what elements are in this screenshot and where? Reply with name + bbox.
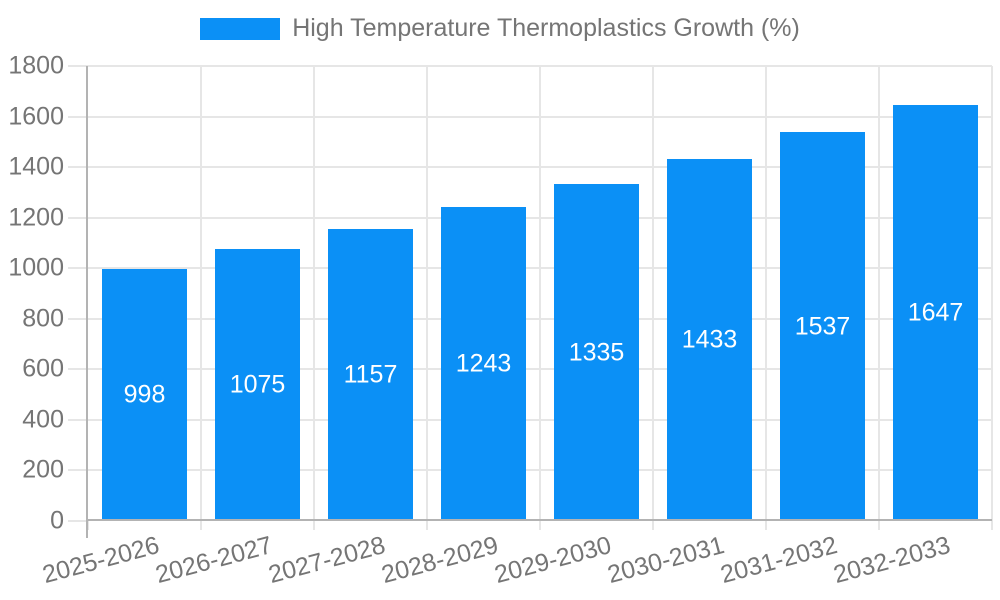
legend: High Temperature Thermoplastics Growth (…	[0, 16, 1000, 41]
bar[interactable]: 1433	[667, 159, 752, 521]
x-axis-label: 2029-2030	[491, 531, 615, 590]
bar[interactable]: 1537	[780, 132, 865, 521]
x-tick-mark	[652, 521, 654, 530]
x-axis-label: 2028-2029	[378, 531, 502, 590]
vertical-gridline	[991, 66, 993, 521]
y-axis-line	[86, 66, 88, 538]
y-tick-mark	[68, 166, 88, 168]
y-tick-mark	[68, 520, 88, 522]
y-tick-label: 1400	[8, 152, 64, 181]
y-tick-label: 1000	[8, 253, 64, 282]
x-axis-label: 2027-2028	[265, 531, 389, 590]
vertical-gridline	[878, 66, 880, 521]
legend-swatch-icon	[200, 17, 281, 40]
y-tick-label: 1600	[8, 102, 64, 131]
y-tick-label: 1800	[8, 51, 64, 80]
bar[interactable]: 1647	[893, 105, 978, 521]
x-axis-label: 2030-2031	[604, 531, 728, 590]
bar[interactable]: 998	[102, 269, 187, 521]
x-tick-mark	[313, 521, 315, 530]
x-tick-mark	[426, 521, 428, 530]
x-axis-label: 2025-2026	[39, 531, 163, 590]
legend-item[interactable]: High Temperature Thermoplastics Growth (…	[200, 16, 800, 41]
y-tick-mark	[68, 469, 88, 471]
y-tick-label: 800	[22, 304, 64, 333]
bar-value-label: 1157	[343, 360, 398, 389]
y-tick-mark	[68, 217, 88, 219]
x-tick-mark	[991, 521, 993, 530]
x-axis-labels: 2025-2026 2026-2027 2027-2028 2028-2029 2029…	[40, 521, 992, 600]
vertical-gridline	[539, 66, 541, 521]
x-axis-label: 2031-2032	[717, 531, 841, 590]
y-tick-label: 600	[22, 354, 64, 383]
bar-value-label: 1243	[455, 349, 512, 378]
y-tick-mark	[68, 368, 88, 370]
bar[interactable]: 1243	[441, 207, 526, 521]
x-axis-label: 2026-2027	[152, 531, 276, 590]
y-tick-mark	[68, 116, 88, 118]
vertical-gridline	[652, 66, 654, 521]
vertical-gridline	[765, 66, 767, 521]
bar-value-label: 998	[123, 380, 166, 409]
x-tick-mark	[765, 521, 767, 530]
bar[interactable]: 1335	[554, 184, 639, 521]
x-tick-mark	[200, 521, 202, 530]
y-tick-label: 200	[22, 455, 64, 484]
bar[interactable]: 1157	[328, 229, 413, 521]
x-axis-label: 2032-2033	[830, 531, 954, 590]
vertical-gridline	[313, 66, 315, 521]
x-tick-mark	[878, 521, 880, 530]
legend-label: High Temperature Thermoplastics Growth (…	[292, 14, 800, 42]
y-axis-labels: 0 200 400 600 800 1000 1200 1400 1600 1800	[0, 53, 64, 533]
x-tick-mark	[87, 521, 89, 530]
x-tick-mark	[539, 521, 541, 530]
vertical-gridline	[200, 66, 202, 521]
bar-value-label: 1075	[229, 370, 286, 399]
bar-value-label: 1537	[794, 312, 851, 340]
y-tick-label: 0	[50, 506, 64, 535]
vertical-gridline	[426, 66, 428, 521]
y-tick-mark	[68, 419, 88, 421]
bar-value-label: 1433	[681, 325, 738, 354]
bar-value-label: 1647	[907, 298, 964, 327]
y-tick-mark	[68, 65, 88, 67]
plot-area: 998 1075 1157 1243 1335 1433 1537 1647	[68, 65, 993, 538]
y-tick-mark	[68, 267, 88, 269]
x-axis-line	[88, 519, 992, 521]
y-tick-mark	[68, 318, 88, 320]
y-tick-label: 1200	[8, 203, 64, 232]
bar[interactable]: 1075	[215, 249, 300, 521]
bar-value-label: 1335	[568, 338, 625, 366]
y-tick-label: 400	[22, 405, 64, 434]
